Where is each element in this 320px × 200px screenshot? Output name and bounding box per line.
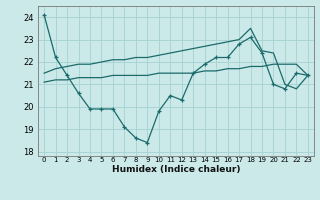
X-axis label: Humidex (Indice chaleur): Humidex (Indice chaleur) <box>112 165 240 174</box>
